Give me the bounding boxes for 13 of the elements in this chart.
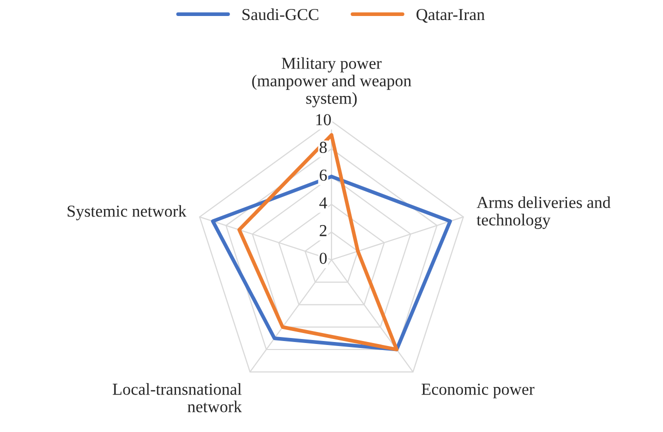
y-tick-label: 2 — [320, 225, 326, 236]
y-tick-label: 0 — [320, 252, 327, 264]
spoke-label: Military power (manpower and weapon system) — [252, 57, 412, 108]
y-tick-label: 6 — [320, 170, 327, 181]
y-tick-label: 4 — [319, 197, 328, 208]
spoke-label: Arms deliveries and technology — [476, 196, 611, 229]
spoke-label: Local-transnational network — [112, 383, 242, 412]
legend-label: Saudi-GCC — [242, 8, 318, 20]
y-tick-label: 8 — [320, 142, 327, 154]
y-tick-label: 10 — [316, 114, 331, 126]
legend-label: Qatar-Iran — [416, 8, 485, 23]
spoke-label: Economic power — [422, 384, 534, 398]
spoke-label: Systemic network — [68, 205, 186, 220]
